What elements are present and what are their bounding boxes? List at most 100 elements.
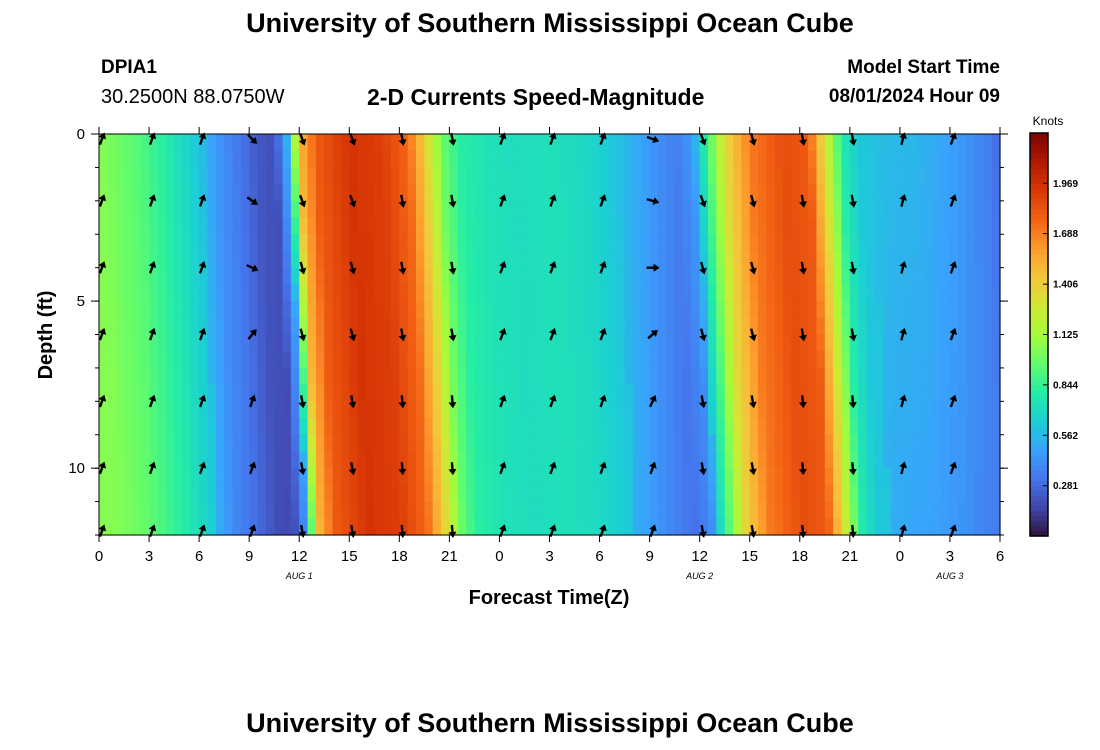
heatmap-cell bbox=[207, 134, 217, 152]
x-tick-label: 6 bbox=[996, 548, 1004, 565]
heatmap-cell bbox=[616, 267, 626, 285]
heatmap-cell bbox=[708, 434, 717, 453]
heatmap-cell bbox=[549, 418, 559, 436]
heatmap-cell bbox=[866, 167, 876, 185]
heatmap-cell bbox=[641, 468, 651, 486]
heatmap-cell bbox=[783, 351, 793, 369]
heatmap-cell bbox=[891, 367, 901, 386]
heatmap-cell bbox=[365, 484, 375, 503]
arrow-head bbox=[148, 327, 157, 335]
heatmap-cell bbox=[249, 217, 259, 235]
heatmap-cell bbox=[290, 184, 300, 202]
heatmap-cell bbox=[916, 250, 926, 269]
heatmap-cell bbox=[457, 250, 467, 269]
heatmap-cell bbox=[382, 418, 392, 436]
heatmap-cell bbox=[174, 434, 184, 453]
heatmap-cell bbox=[532, 351, 542, 369]
heatmap-cell bbox=[724, 351, 734, 369]
heatmap-cell bbox=[582, 401, 592, 419]
heatmap-cell bbox=[190, 184, 200, 202]
heatmap-cell bbox=[916, 317, 926, 336]
y-tick-label: 5 bbox=[77, 293, 85, 310]
heatmap-cell bbox=[599, 468, 609, 486]
heatmap-cell bbox=[666, 150, 676, 169]
heatmap-cell bbox=[491, 150, 501, 169]
heatmap-cell bbox=[816, 468, 826, 486]
heatmap-cell bbox=[249, 167, 259, 185]
heatmap-cell bbox=[607, 301, 617, 319]
heatmap-cell bbox=[115, 150, 125, 169]
heatmap-cell bbox=[607, 184, 617, 202]
heatmap-cell bbox=[866, 401, 876, 419]
heatmap-cell bbox=[858, 367, 868, 386]
heatmap-cell bbox=[290, 518, 300, 536]
heatmap-cell bbox=[958, 217, 968, 235]
heatmap-cell bbox=[624, 301, 634, 319]
heatmap-cell bbox=[349, 234, 359, 252]
heatmap-cell bbox=[157, 134, 167, 152]
current-arrow bbox=[799, 194, 807, 208]
heatmap-cell bbox=[182, 250, 192, 269]
heatmap-cell bbox=[974, 334, 984, 352]
heatmap-cell bbox=[249, 501, 259, 519]
heatmap-cell bbox=[758, 451, 767, 469]
heatmap-cell bbox=[449, 317, 459, 336]
heatmap-cell bbox=[666, 267, 676, 285]
heatmap-cell bbox=[741, 267, 751, 285]
heatmap-cell bbox=[908, 284, 918, 302]
heatmap-cell bbox=[941, 518, 951, 536]
heatmap-cell bbox=[424, 317, 434, 336]
heatmap-cell bbox=[958, 484, 968, 503]
heatmap-cell bbox=[349, 167, 359, 185]
heatmap-cell bbox=[657, 518, 667, 536]
heatmap-cell bbox=[833, 451, 843, 469]
heatmap-cell bbox=[215, 301, 225, 319]
current-arrow bbox=[247, 133, 258, 144]
heatmap-cell bbox=[566, 234, 576, 252]
heatmap-cell bbox=[849, 150, 859, 169]
heatmap-cell bbox=[749, 217, 759, 235]
current-arrow bbox=[448, 132, 457, 146]
heatmap-cell bbox=[783, 217, 793, 235]
heatmap-cell bbox=[215, 367, 225, 386]
heatmap-cell bbox=[941, 434, 951, 453]
heatmap-cell bbox=[699, 167, 709, 185]
current-arrow bbox=[549, 394, 557, 408]
heatmap-cell bbox=[708, 200, 717, 219]
heatmap-cell bbox=[791, 384, 801, 402]
heatmap-cell bbox=[632, 468, 642, 486]
heatmap-cell bbox=[274, 134, 284, 152]
heatmap-cell bbox=[749, 434, 759, 453]
heatmap-cell bbox=[591, 384, 601, 402]
heatmap-cell bbox=[674, 167, 684, 185]
heatmap-cell bbox=[799, 451, 809, 469]
arrow-head bbox=[899, 524, 908, 532]
heatmap-cell bbox=[357, 250, 367, 269]
heatmap-cell bbox=[182, 267, 192, 285]
heatmap-cell bbox=[390, 351, 400, 369]
heatmap-cell bbox=[716, 134, 726, 152]
heatmap-cell bbox=[958, 468, 968, 486]
arrow-head bbox=[148, 261, 157, 269]
arrow-head bbox=[652, 135, 660, 144]
heatmap-cell bbox=[449, 484, 459, 503]
heatmap-cell bbox=[132, 134, 142, 152]
heatmap-cell bbox=[599, 434, 609, 453]
heatmap-cell bbox=[674, 217, 684, 235]
colorbar-segment bbox=[1030, 269, 1048, 275]
heatmap-cell bbox=[649, 484, 659, 503]
heatmap-cell bbox=[357, 267, 367, 285]
heatmap-cell bbox=[966, 401, 976, 419]
heatmap-cell bbox=[791, 334, 801, 352]
heatmap-cell bbox=[708, 150, 717, 169]
heatmap-cell bbox=[758, 518, 767, 536]
heatmap-cell bbox=[424, 468, 434, 486]
heatmap-cell bbox=[557, 267, 567, 285]
heatmap-cell bbox=[449, 384, 459, 402]
heatmap-cell bbox=[632, 367, 642, 386]
heatmap-cell bbox=[257, 150, 267, 169]
heatmap-cell bbox=[232, 250, 242, 269]
heatmap-cell bbox=[132, 367, 142, 386]
heatmap-cell bbox=[107, 234, 117, 252]
heatmap-cell bbox=[674, 200, 684, 219]
